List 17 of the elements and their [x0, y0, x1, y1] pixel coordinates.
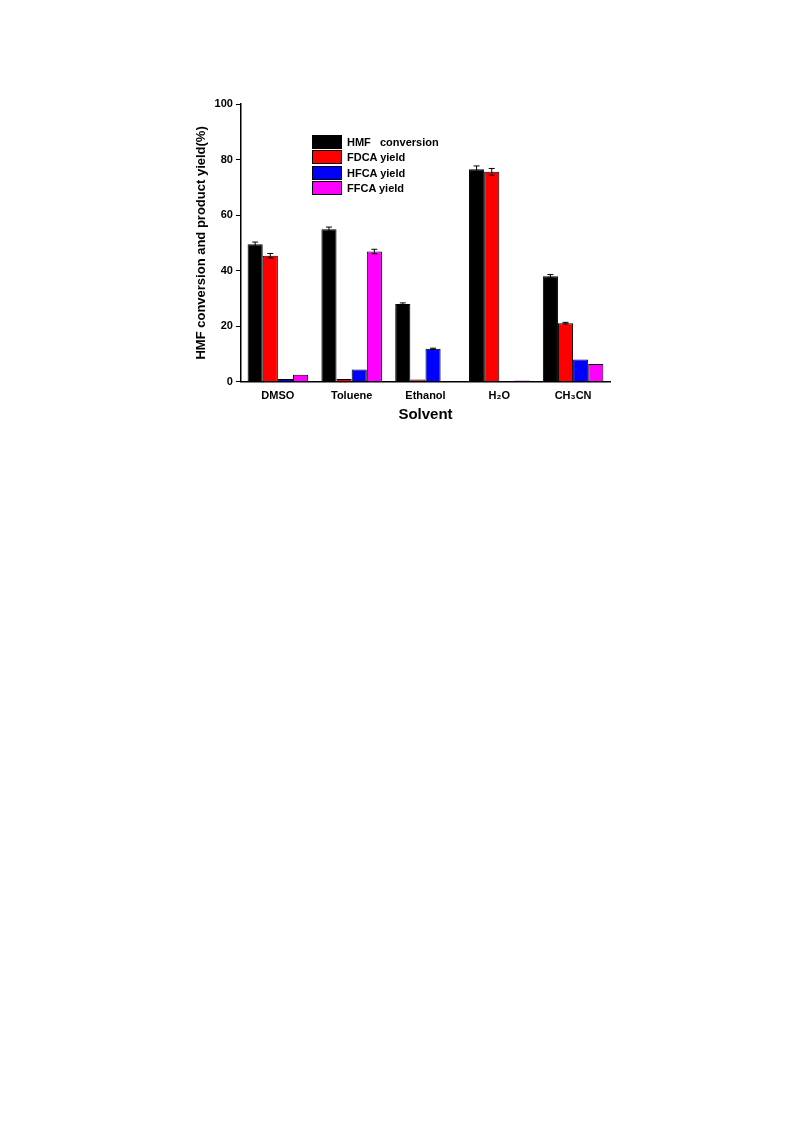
x-tick-label: CH₃CN	[554, 389, 592, 402]
y-tick-label: 100	[214, 97, 233, 110]
x-tick-label: DMSO	[261, 389, 295, 402]
x-tick-label: H₂O	[488, 389, 511, 402]
legend-label: HMF conversion	[347, 135, 439, 148]
x-tick-label: Ethanol	[405, 389, 446, 402]
legend-label: FFCA yield	[347, 182, 405, 195]
y-tick-label: 0	[226, 374, 233, 387]
legend-label: HFCA yield	[347, 166, 406, 179]
y-axis-title: HMF conversion and product yield(%)	[193, 126, 209, 360]
x-axis-title: Solvent	[398, 405, 453, 423]
legend-label: FDCA yield	[347, 151, 406, 164]
x-tick-label: Toluene	[330, 389, 373, 402]
y-tick-label: 60	[220, 208, 233, 221]
y-tick-label: 40	[220, 263, 233, 276]
y-tick-label: 80	[220, 152, 233, 165]
y-tick-label: 20	[220, 319, 233, 332]
